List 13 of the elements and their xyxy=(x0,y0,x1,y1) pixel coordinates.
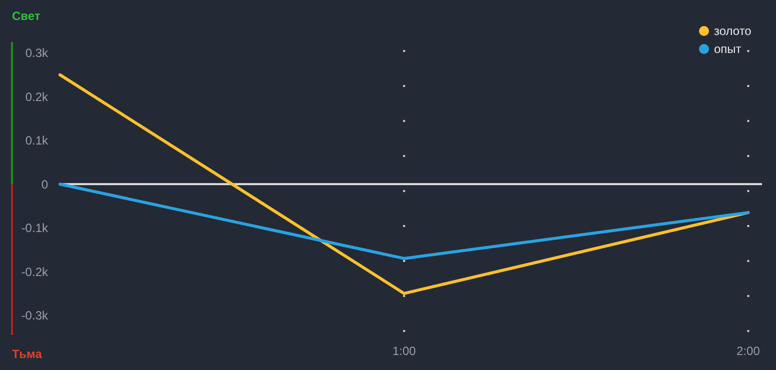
y-tick-label: 0.2k xyxy=(25,90,49,104)
text: Тьма xyxy=(12,347,42,361)
legend-label: золото xyxy=(714,24,752,38)
legend-label: опыт xyxy=(714,42,742,56)
y-tick-label: -0.2k xyxy=(21,264,49,279)
y-tick-label: -0.3k xyxy=(21,308,49,323)
x-tick-label: 1:00 xyxy=(392,344,416,358)
x-tick-label: 2:00 xyxy=(736,344,760,358)
y-tick-label: -0.1k xyxy=(21,221,49,236)
y-tick-label: 0.3k xyxy=(25,46,49,60)
y-tick-label: 0 xyxy=(41,177,48,192)
text: Свет xyxy=(12,9,40,23)
y-tick-label: 0.1k xyxy=(25,134,49,148)
